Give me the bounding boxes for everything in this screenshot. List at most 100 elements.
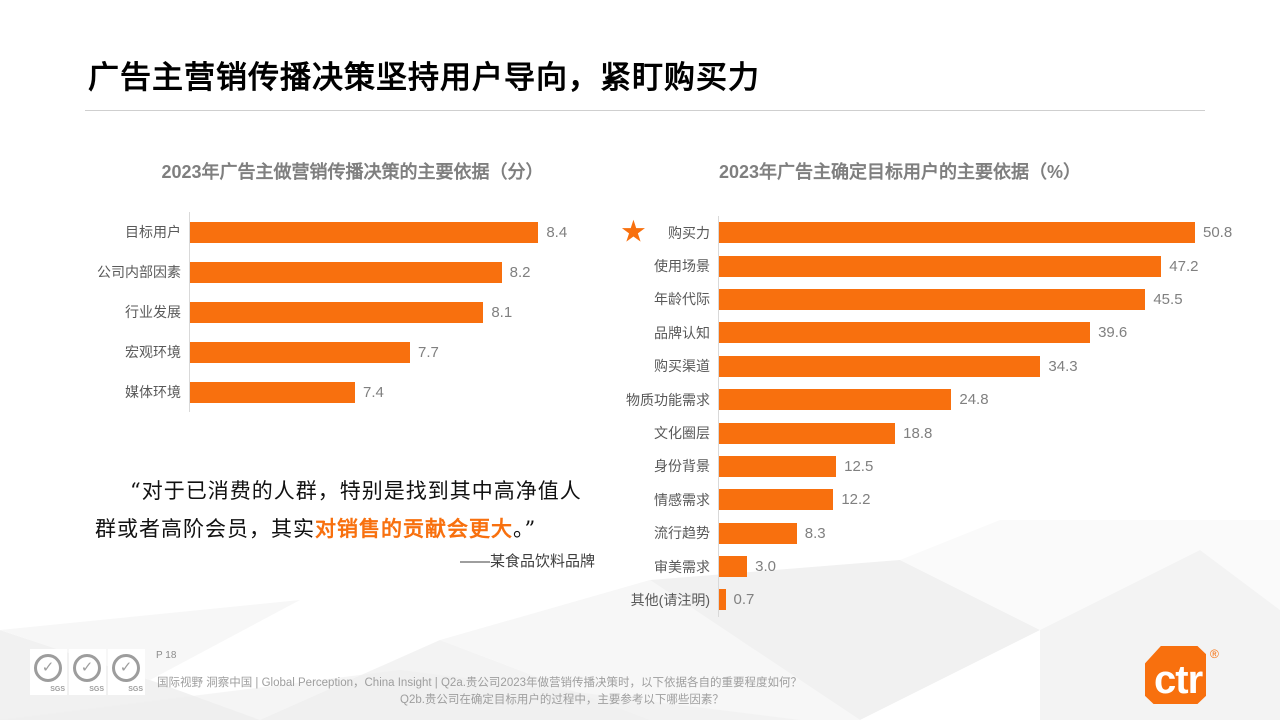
- bar-track: 50.8: [718, 216, 1252, 250]
- value-label: 47.2: [1169, 257, 1199, 275]
- value-label: 8.3: [804, 524, 826, 542]
- value-label: 45.5: [1153, 290, 1183, 308]
- value-label: 0.7: [733, 591, 755, 609]
- value-label: 18.8: [903, 424, 933, 442]
- bar: [190, 341, 410, 363]
- quote-attribution: ——某食品饮料品牌: [459, 553, 595, 570]
- quote-line-2-pre: 群或者高阶会员，其实: [95, 517, 315, 541]
- category-label: 购买渠道: [654, 358, 710, 375]
- category-label: 物质功能需求: [626, 391, 710, 408]
- title-divider: [85, 110, 1205, 111]
- bar: [719, 589, 726, 611]
- value-label: 8.2: [509, 263, 531, 281]
- chart-row: 年龄代际 45.5: [612, 282, 1252, 317]
- target-user-basis-chart: ★ 购买力 50.8 使用场景 47.2 年龄代际 45.5 品牌认知 39.6 购买渠道 34.3…: [612, 216, 1252, 617]
- category-label: 流行趋势: [654, 525, 710, 542]
- bar: [719, 489, 834, 511]
- value-label: 7.7: [418, 343, 439, 361]
- category-label: 审美需求: [654, 558, 710, 575]
- chart-row: 文化圈层 18.8: [612, 416, 1252, 450]
- bar-track: 7.4: [189, 372, 615, 412]
- bar-track: 8.3: [718, 516, 1252, 550]
- right-chart-title: 2023年广告主确定目标用户的主要依据（%）: [718, 162, 1082, 182]
- bar: [719, 355, 1041, 377]
- value-label: 50.8: [1203, 224, 1233, 242]
- bar: [190, 301, 484, 323]
- bar: [719, 556, 748, 578]
- chart-row: 行业发展 8.1: [95, 292, 615, 332]
- value-label: 39.6: [1098, 324, 1128, 342]
- chart-row: 审美需求 3.0: [612, 549, 1252, 584]
- sgs-badge: ✓ SGS: [108, 649, 145, 695]
- sgs-badge: ✓ SGS: [69, 649, 106, 695]
- category-label: 目标用户: [125, 224, 181, 240]
- bar-track: 39.6: [718, 316, 1252, 350]
- bar: [719, 288, 1146, 310]
- registered-trademark-icon: ®: [1210, 647, 1219, 661]
- bar-track: 8.2: [189, 252, 615, 292]
- quote-line-2-post: 。”: [513, 517, 537, 541]
- category-label: 媒体环境: [125, 384, 181, 400]
- sgs-label: SGS: [89, 686, 104, 693]
- bar-track: 24.8: [718, 382, 1252, 417]
- star-icon: ★: [620, 215, 647, 249]
- sgs-check-icon: ✓: [112, 654, 140, 682]
- chart-row: 其他(请注明) 0.7: [612, 583, 1252, 617]
- bar-track: 12.2: [718, 483, 1252, 517]
- chart-row: 身份背景 12.5: [612, 449, 1252, 484]
- category-label: 宏观环境: [125, 344, 181, 360]
- decision-basis-chart: 目标用户 8.4 公司内部因素 8.2 行业发展 8.1 宏观环境 7.7 媒体环境 7.4: [95, 212, 615, 412]
- value-label: 34.3: [1048, 357, 1078, 375]
- footer-question-line: Q2b.贵公司在确定目标用户的过程中，主要参考以下哪些因素？: [400, 694, 724, 706]
- ctr-logo-text: ctr: [1154, 658, 1203, 702]
- chart-row: ★ 购买力 50.8: [612, 215, 1252, 250]
- bar: [719, 455, 837, 477]
- value-label: 7.4: [363, 383, 384, 401]
- bar: [719, 422, 896, 444]
- sgs-badge: ✓ SGS: [30, 649, 67, 695]
- quote-line-1: “对于已消费的人群，特别是找到其中高净值人: [130, 479, 582, 503]
- category-label: 品牌认知: [654, 324, 710, 341]
- bar: [719, 322, 1091, 344]
- chart-row: 物质功能需求 24.8: [612, 382, 1252, 417]
- bar-track: 8.4: [189, 212, 615, 252]
- category-label: 文化圈层: [654, 425, 710, 442]
- bar-track: 18.8: [718, 416, 1252, 450]
- category-label: 年龄代际: [654, 291, 710, 308]
- sgs-label: SGS: [128, 686, 143, 693]
- category-label: 购买力: [668, 224, 710, 241]
- value-label: 8.1: [491, 303, 513, 321]
- bar: [190, 381, 355, 403]
- left-chart-title: 2023年广告主做营销传播决策的主要依据（分）: [161, 162, 544, 182]
- bar-track: 3.0: [718, 549, 1252, 584]
- chart-row: 目标用户 8.4: [95, 212, 615, 252]
- bar: [719, 255, 1162, 277]
- sgs-check-icon: ✓: [34, 654, 62, 682]
- sgs-check-icon: ✓: [73, 654, 101, 682]
- chart-row: 购买渠道 34.3: [612, 349, 1252, 383]
- footer-source-line: 国际视野 洞察中国 | Global Perception，China Insi…: [157, 677, 803, 689]
- quote-highlight: 对销售的贡献会更大: [315, 516, 513, 541]
- bar: [719, 222, 1195, 244]
- page-title: 广告主营销传播决策坚持用户导向，紧盯购买力: [88, 60, 760, 95]
- category-label: 身份背景: [654, 458, 710, 475]
- bar-track: 47.2: [718, 249, 1252, 283]
- category-label: 其他(请注明): [630, 591, 710, 608]
- sgs-badges: ✓ SGS ✓ SGS ✓ SGS: [30, 649, 145, 695]
- quote-block: “对于已消费的人群，特别是找到其中高净值人 群或者高阶会员，其实对销售的贡献会更…: [95, 472, 595, 572]
- bar: [719, 389, 952, 411]
- category-label: 情感需求: [654, 491, 710, 508]
- value-label: 3.0: [755, 558, 776, 576]
- ctr-logo: ctr: [1145, 646, 1206, 704]
- bar-track: 7.7: [189, 332, 615, 372]
- bar-track: 0.7: [718, 583, 1252, 617]
- bar-track: 34.3: [718, 349, 1252, 383]
- chart-row: 宏观环境 7.7: [95, 332, 615, 372]
- background-texture: [0, 520, 1280, 720]
- category-label: 使用场景: [654, 258, 710, 275]
- quote-line-2: 群或者高阶会员，其实对销售的贡献会更大。”: [95, 510, 595, 548]
- bar: [190, 221, 539, 243]
- sgs-label: SGS: [50, 686, 65, 693]
- chart-row: 流行趋势 8.3: [612, 516, 1252, 550]
